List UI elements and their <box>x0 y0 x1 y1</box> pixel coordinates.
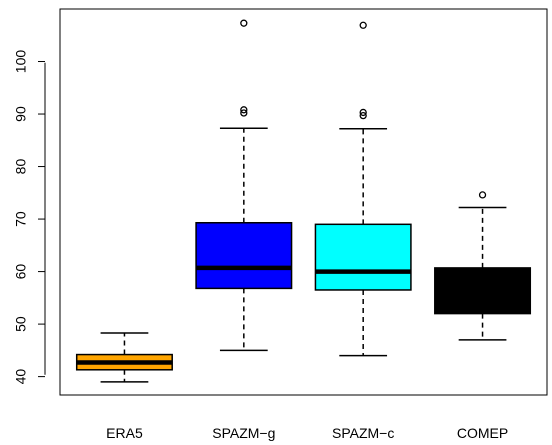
x-tick-label: SPAZM−g <box>212 425 275 441</box>
box-iqr <box>314 223 412 291</box>
y-tick-label: 90 <box>13 106 29 122</box>
outlier-point <box>240 109 248 117</box>
outlier-point <box>359 111 367 120</box>
y-tick-label: 40 <box>13 369 29 385</box>
outlier-point <box>359 108 367 117</box>
y-tick-label: 80 <box>13 159 29 175</box>
x-axis-labels: ERA5 SPAZM−g SPAZM−c COMEP <box>106 425 508 441</box>
x-tick-label: SPAZM−c <box>332 425 394 441</box>
box-group <box>195 19 293 352</box>
y-tick-label: 100 <box>13 50 29 74</box>
box-group <box>314 21 412 357</box>
y-axis-ticks: 40 50 60 70 80 90 100 <box>13 50 45 385</box>
box-group <box>434 191 532 341</box>
outlier-point <box>359 21 367 29</box>
outlier-point <box>478 191 487 199</box>
outlier-point <box>240 106 248 114</box>
y-tick-label: 50 <box>13 316 29 332</box>
box-iqr <box>434 267 532 315</box>
x-tick-label: ERA5 <box>106 425 143 441</box>
outlier-point <box>240 19 248 27</box>
box-group <box>75 332 173 383</box>
x-tick-label: COMEP <box>457 425 508 441</box>
y-tick-label: 60 <box>13 264 29 280</box>
box-iqr <box>195 221 293 290</box>
boxes <box>75 19 532 383</box>
y-tick-label: 70 <box>13 211 29 227</box>
plot-frame <box>59 8 548 396</box>
